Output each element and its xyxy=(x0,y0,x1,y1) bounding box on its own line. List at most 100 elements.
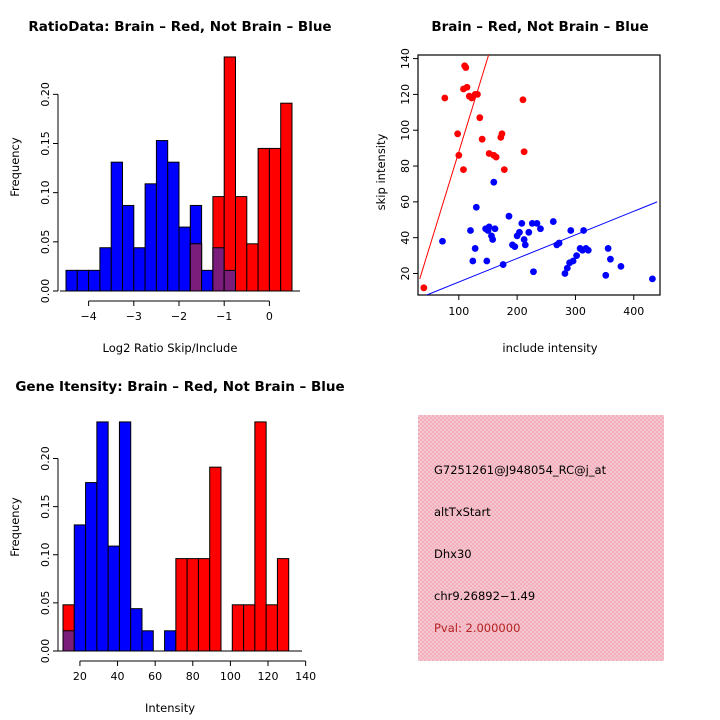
x-axis-tick-label: 400 xyxy=(623,305,644,318)
scatter-point xyxy=(492,153,500,161)
hist-bar-brain xyxy=(265,604,278,652)
scatter-point xyxy=(511,243,519,251)
scatter-point xyxy=(516,228,523,236)
y-axis-tick-label: 60 xyxy=(399,195,412,209)
ratio-histogram-xlabel: Log2 Ratio Skip/Include xyxy=(102,341,238,355)
panel-ratio-histogram: RatioData: Brain – Red, Not Brain – Blue… xyxy=(0,0,360,360)
scatter-point xyxy=(520,148,528,156)
scatter-point xyxy=(478,135,486,143)
scatter-point xyxy=(549,218,557,225)
scatter-point xyxy=(607,255,614,263)
y-axis-tick-label: 0.05 xyxy=(39,591,52,616)
x-axis-tick-label: 140 xyxy=(295,670,316,683)
scatter-point xyxy=(476,114,484,122)
ratio-histogram-plot: 0.00 0.05 0.10 0.15 0.20 −4 −3 −2 −1 0 xyxy=(39,56,300,323)
locus-text: chr9.26892−1.49 xyxy=(434,589,536,603)
scatter-point xyxy=(489,236,497,243)
scatter-point xyxy=(500,166,508,174)
hist-bar-not-brain xyxy=(167,161,180,292)
x-axis-tick-label: 300 xyxy=(565,305,586,318)
scatter-series-not-brain xyxy=(439,178,656,283)
x-axis-tick-label: 80 xyxy=(186,670,200,683)
scatter-point xyxy=(462,64,470,71)
hist-bar-brain xyxy=(186,558,199,652)
x-axis-tick-label: 200 xyxy=(507,305,528,318)
hist-bar-brain xyxy=(235,196,248,292)
x-axis-tick-label: 60 xyxy=(148,670,162,683)
hist-bar-not-brain xyxy=(144,183,157,292)
scatter-point xyxy=(467,227,474,234)
y-axis-tick-label: 80 xyxy=(399,159,412,173)
hist-bar-brain xyxy=(254,421,267,652)
event-type-text: altTxStart xyxy=(434,505,491,519)
y-axis-tick-label: 0.15 xyxy=(39,494,52,519)
panel-intensity-scatter: Brain – Red, Not Brain – Blue skip inten… xyxy=(360,0,720,360)
hist-bar-not-brain xyxy=(73,524,87,652)
hist-bar-brain xyxy=(280,102,293,292)
scatter-point xyxy=(499,261,507,268)
scatter-point xyxy=(528,219,536,227)
hist-bar-not-brain xyxy=(141,630,154,652)
scatter-point xyxy=(454,130,462,138)
scatter-point xyxy=(573,252,581,259)
x-axis-tick-label: 120 xyxy=(258,670,279,683)
x-axis-tick-label: 100 xyxy=(448,305,469,318)
hist-bar-not-brain xyxy=(201,269,214,292)
scatter-point xyxy=(505,212,513,220)
gene-histogram-plot: 0.00 0.05 0.10 0.15 0.20 20 40 60 80 100 120 140 xyxy=(39,421,316,683)
scatter-point xyxy=(463,83,471,91)
scatter-point xyxy=(604,245,612,252)
scatter-line-not-brain-boundary xyxy=(426,201,658,295)
histogram-bars xyxy=(62,421,290,652)
x-axis-tick-label: 100 xyxy=(220,670,241,683)
y-axis-tick-label: 140 xyxy=(399,48,412,69)
scatter-point xyxy=(525,228,533,236)
y-axis-tick-label: 0.20 xyxy=(39,446,52,471)
y-axis-tick-label: 0.00 xyxy=(39,639,52,664)
histogram-bars xyxy=(65,56,293,292)
pval-text: Pval: 2.000000 xyxy=(434,621,521,635)
hist-bar-brain xyxy=(257,147,270,292)
hist-bar-not-brain xyxy=(85,482,98,652)
scatter-point xyxy=(602,271,610,279)
scatter-plot: 20 40 60 80 100 120 140 100 200 300 400 xyxy=(399,48,661,318)
scatter-point xyxy=(485,223,493,231)
hist-bar-not-brain xyxy=(96,421,109,652)
hist-bar-not-brain xyxy=(99,247,112,292)
x-axis-tick-label: −1 xyxy=(216,310,232,323)
scatter-title: Brain – Red, Not Brain – Blue xyxy=(431,19,649,35)
panel-gene-histogram: Gene Itensity: Brain – Red, Not Brain – … xyxy=(0,360,360,720)
hist-bar-overlap xyxy=(223,269,236,292)
scatter-point xyxy=(474,91,481,98)
scatter-point xyxy=(455,151,463,159)
hist-bar-not-brain xyxy=(76,269,90,292)
scatter-point xyxy=(420,284,428,292)
scatter-point xyxy=(555,239,563,247)
scatter-point xyxy=(471,245,479,252)
y-axis-tick-label: 0.10 xyxy=(39,180,52,205)
y-axis-tick-label: 20 xyxy=(399,267,412,281)
scatter-point xyxy=(439,237,446,245)
scatter-point xyxy=(537,225,544,233)
hist-bar-brain xyxy=(243,604,256,652)
scatter-series-brain xyxy=(420,62,528,292)
y-axis-tick-label: 0.00 xyxy=(39,279,52,304)
scatter-point xyxy=(561,270,569,277)
scatter-point xyxy=(569,257,577,265)
scatter-point xyxy=(563,264,571,272)
ratio-histogram-title: RatioData: Brain – Red, Not Brain – Blue xyxy=(28,19,332,35)
hist-bar-brain xyxy=(268,147,282,292)
scatter-point xyxy=(491,225,499,233)
scatter-point xyxy=(530,268,537,276)
y-axis-tick-label: 40 xyxy=(399,231,412,245)
scatter-point xyxy=(519,96,527,104)
scatter-point xyxy=(441,94,449,102)
hist-bar-overlap xyxy=(62,630,75,652)
scatter-point xyxy=(490,178,498,186)
x-axis-tick-label: 0 xyxy=(266,310,273,323)
hist-bar-brain xyxy=(231,604,245,652)
scatter-point xyxy=(520,236,528,243)
x-axis-tick-label: 40 xyxy=(111,670,125,683)
hist-bar-brain xyxy=(246,243,259,292)
scatter-point xyxy=(472,203,480,211)
